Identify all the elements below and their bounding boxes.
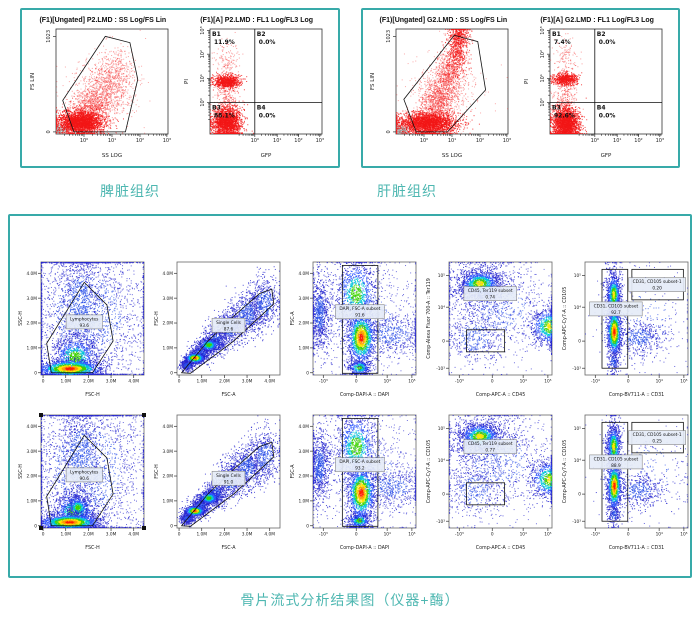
plot-title-spleen-ssfs: (F1)[Ungated] P2.LMD : SS Log/FS Lin xyxy=(39,17,167,24)
bone-flow-plot-r1-c4-cd45-ter119 xyxy=(424,254,558,399)
tissue-captions-row: 脾脏组织 肝脏组织 xyxy=(0,168,700,214)
spleen-caption: 脾脏组织 xyxy=(100,183,160,199)
plot-title-liver-ssfs: (F1)[Ungated] G2.LMD : SS Log/FS Lin xyxy=(379,17,508,24)
spleen-panel: (F1)[Ungated] P2.LMD : SS Log/FS Lin (F1… xyxy=(20,8,340,168)
bone-flow-grid xyxy=(16,254,694,552)
bone-flow-plot-r1-c3-dapi-subset xyxy=(288,254,422,399)
bone-flow-panel xyxy=(8,214,694,578)
bone-flow-plot-r2-c2-single-cells xyxy=(152,407,286,552)
spleen-pigfp-canvas xyxy=(181,24,332,160)
bone-flow-plot-r2-c1-lymphocytes xyxy=(16,407,150,552)
liver-panel: (F1)[Ungated] G2.LMD : SS Log/FS Lin (F1… xyxy=(360,8,680,168)
spleen-pigfp-plot: (F1)[A] P2.LMD : FL1 Log/FL3 Log xyxy=(181,14,332,160)
bone-flow-plot-r2-c5-cd31-cd105 xyxy=(560,407,694,552)
bone-panel-caption: 骨片流式分析结果图（仪器+酶） xyxy=(240,592,460,608)
bone-flow-plot-r2-c4-cd45-ter119 xyxy=(424,407,558,552)
bone-flow-plot-r2-c3-dapi-subset xyxy=(288,407,422,552)
liver-pigfp-canvas xyxy=(522,24,673,160)
liver-ssfs-canvas xyxy=(368,24,519,160)
bone-flow-plot-r1-c1-lymphocytes xyxy=(16,254,150,399)
tissue-panels-row: (F1)[Ungated] P2.LMD : SS Log/FS Lin (F1… xyxy=(20,8,680,168)
spleen-ssfs-canvas xyxy=(27,24,178,160)
bone-flow-plot-r1-c5-cd31-cd105 xyxy=(560,254,694,399)
liver-ssfs-plot: (F1)[Ungated] G2.LMD : SS Log/FS Lin xyxy=(368,14,519,160)
spleen-ssfs-plot: (F1)[Ungated] P2.LMD : SS Log/FS Lin xyxy=(27,14,178,160)
plot-title-liver-pigfp: (F1)[A] G2.LMD : FL1 Log/FL3 Log xyxy=(540,17,654,24)
liver-pigfp-plot: (F1)[A] G2.LMD : FL1 Log/FL3 Log xyxy=(522,14,673,160)
liver-caption: 肝脏组织 xyxy=(377,183,437,199)
plot-title-spleen-pigfp: (F1)[A] P2.LMD : FL1 Log/FL3 Log xyxy=(200,17,314,24)
bone-flow-plot-r1-c2-single-cells xyxy=(152,254,286,399)
